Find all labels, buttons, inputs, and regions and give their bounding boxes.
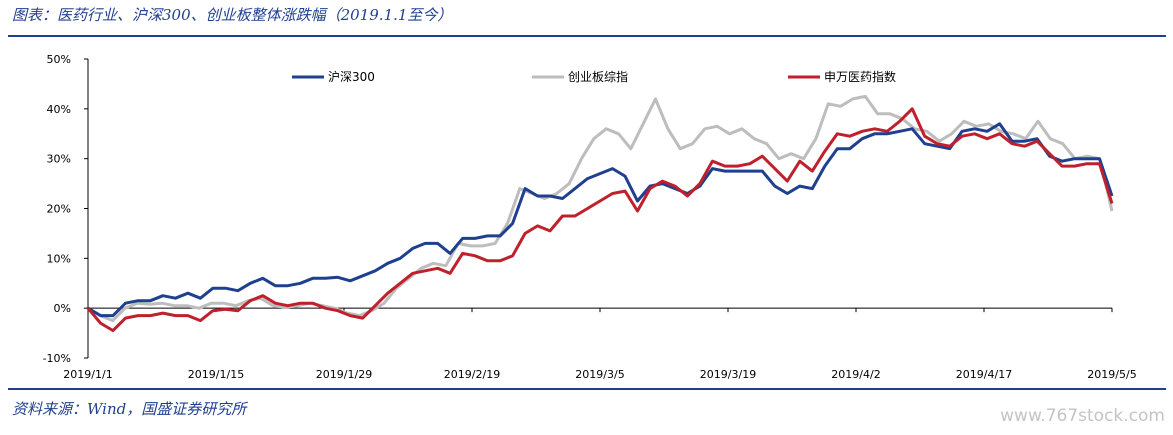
y-tick-label: 20% (47, 203, 71, 216)
chart-axes: 50% 40% 30% 20% 10% 0% -10% 2019/1/1 2019/1/15 20… (43, 53, 1137, 381)
x-tick-label: 2019/4/2 (831, 368, 880, 381)
y-tick-label: -10% (43, 352, 71, 365)
source-note: 资料来源：Wind，国盛证券研究所 (12, 400, 247, 418)
legend-label: 创业板综指 (568, 69, 628, 84)
y-tick-label: 50% (47, 53, 71, 66)
legend-label: 沪深300 (328, 70, 375, 84)
line-chart: 50% 40% 30% 20% 10% 0% -10% 2019/1/1 2019/1/15 20… (43, 53, 1137, 381)
y-tick-label: 0% (54, 302, 71, 315)
y-tick-label: 10% (47, 252, 71, 265)
y-tick-label: 40% (47, 103, 71, 116)
chart-title: 图表：医药行业、沪深300、创业板整体涨跌幅（2019.1.1至今） (12, 6, 453, 24)
x-tick-label: 2019/2/19 (444, 368, 500, 381)
chart-series (86, 94, 1114, 333)
x-tick-label: 2019/4/17 (956, 368, 1012, 381)
x-tick-label: 2019/3/19 (700, 368, 756, 381)
watermark: www.767stock.com (1000, 406, 1165, 426)
x-tick-label: 2019/1/15 (188, 368, 244, 381)
x-tick-label: 2019/1/1 (63, 368, 112, 381)
x-tick-label: 2019/5/5 (1087, 368, 1136, 381)
legend-label: 申万医药指数 (824, 69, 896, 84)
header-rule (8, 35, 1166, 37)
x-tick-label: 2019/3/5 (575, 368, 624, 381)
y-tick-label: 30% (47, 153, 71, 166)
x-tick-label: 2019/1/29 (316, 368, 372, 381)
series-line (87, 122, 1114, 318)
chart-legend: 沪深300 创业板综指 申万医药指数 (292, 69, 896, 84)
footer-rule (8, 388, 1166, 390)
series-line (86, 107, 1114, 333)
